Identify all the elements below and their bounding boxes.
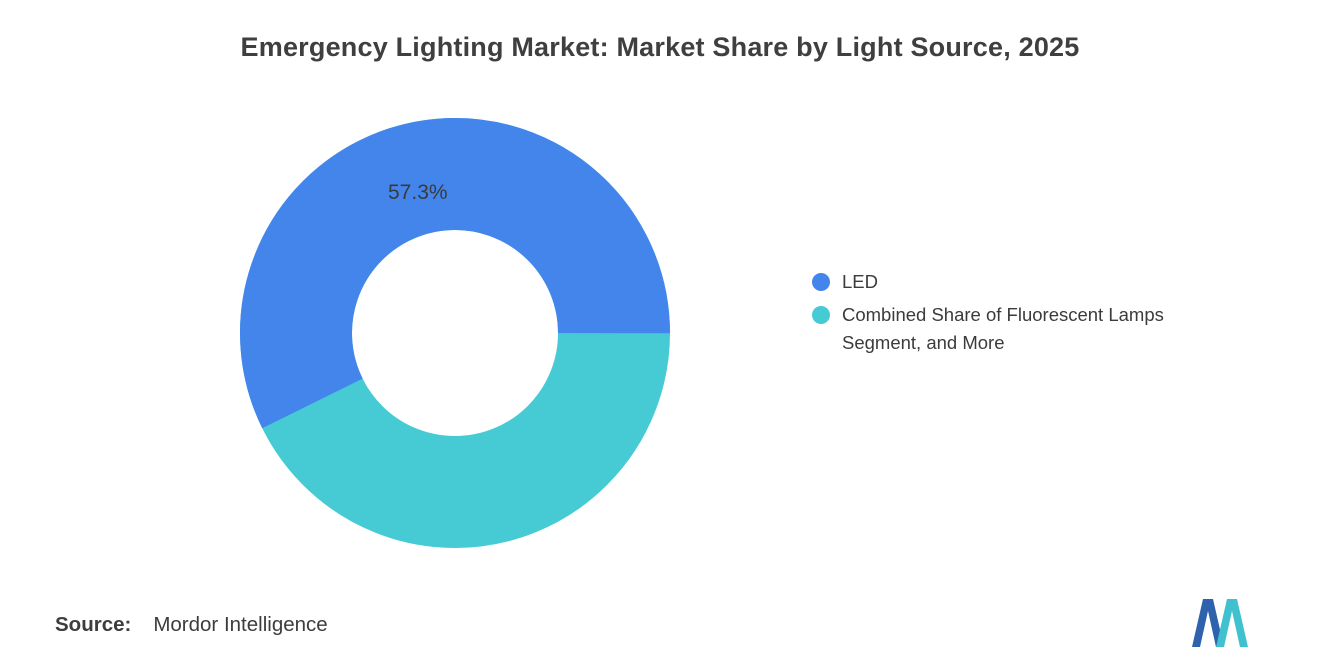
donut-chart: 57.3% bbox=[235, 113, 675, 553]
logo-left-stroke bbox=[1192, 599, 1224, 647]
source-value: Mordor Intelligence bbox=[153, 613, 328, 636]
legend-item-other: Combined Share of Fluorescent Lamps Segm… bbox=[812, 301, 1202, 357]
legend-label-led: LED bbox=[842, 271, 878, 292]
legend-item-led: LED bbox=[812, 268, 1202, 296]
logo-right-stroke bbox=[1216, 599, 1248, 647]
legend-swatch-other-icon bbox=[812, 306, 830, 324]
chart-legend: LED Combined Share of Fluorescent Lamps … bbox=[812, 268, 1202, 357]
source-label: Source: bbox=[55, 613, 132, 636]
donut-segment-led bbox=[240, 118, 670, 548]
source-line: Source: Mordor Intelligence bbox=[55, 613, 328, 637]
legend-swatch-led-icon bbox=[812, 273, 830, 291]
mordor-intelligence-logo-icon bbox=[1192, 599, 1248, 647]
donut-chart-svg bbox=[240, 118, 670, 548]
page-title: Emergency Lighting Market: Market Share … bbox=[240, 32, 1080, 62]
donut-data-label: 57.3% bbox=[388, 181, 448, 204]
legend-label-other: Combined Share of Fluorescent Lamps Segm… bbox=[842, 304, 1164, 353]
